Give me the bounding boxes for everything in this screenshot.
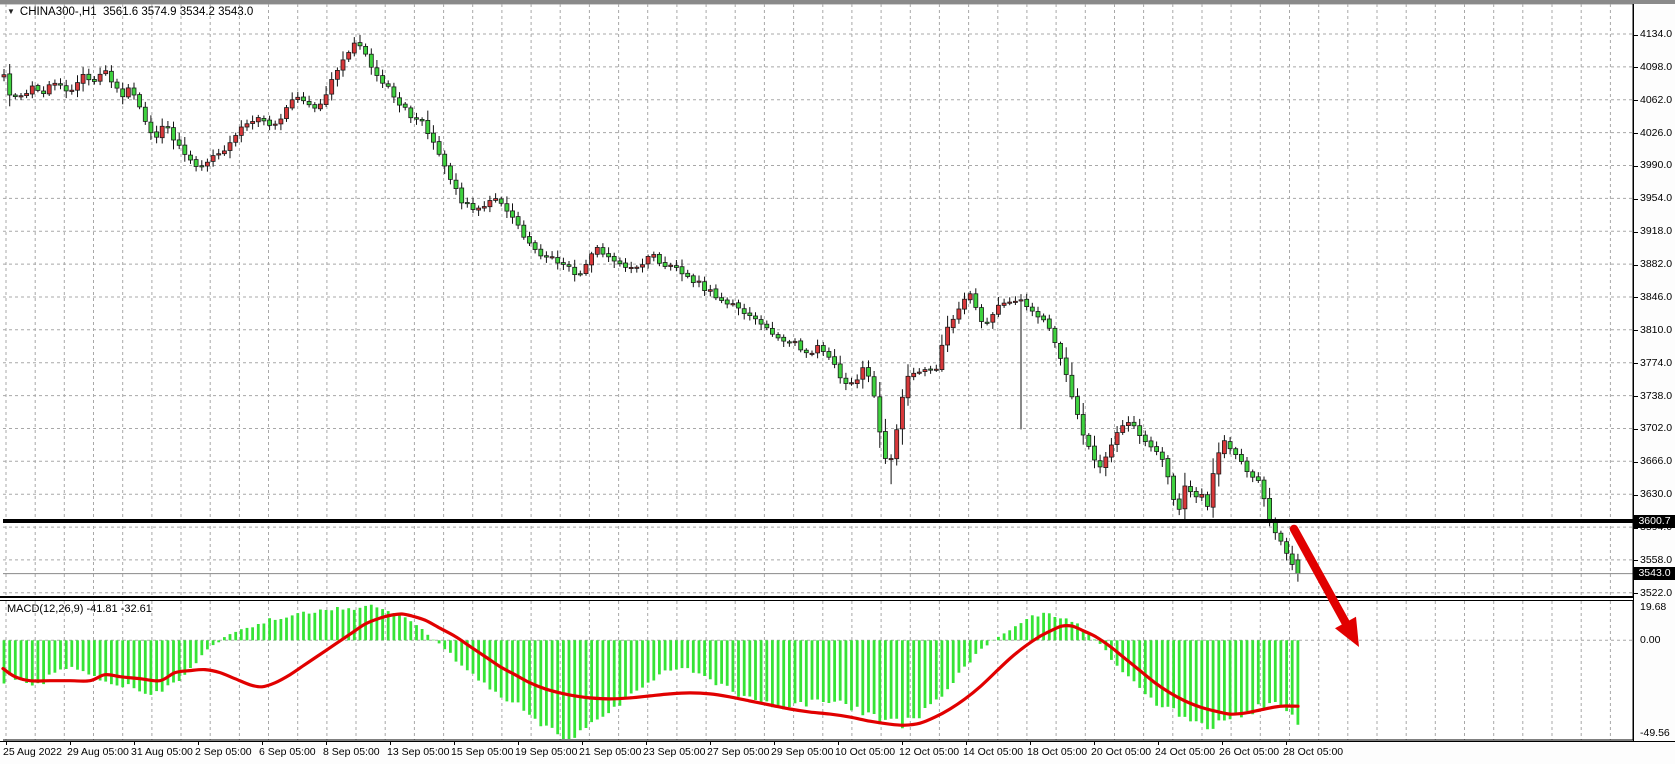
price-tickmark <box>1634 494 1638 496</box>
macd-histogram <box>2 604 1300 739</box>
price-tick-label: 3666.0 <box>1640 455 1673 468</box>
time-tickmark <box>1286 742 1287 745</box>
price-tick-label: 3810.0 <box>1640 323 1673 336</box>
time-tick-label: 14 Oct 05:00 <box>963 746 1024 758</box>
macd-indicator-label: MACD(12,26,9) -41.81 -32.61 <box>7 603 152 615</box>
time-tickmark <box>710 742 711 745</box>
time-tick-label: 29 Aug 05:00 <box>67 746 129 758</box>
time-tickmark <box>198 742 199 745</box>
time-tick-label: 27 Sep 05:00 <box>707 746 770 758</box>
panel-separator[interactable] <box>0 596 1633 601</box>
time-tick-label: 24 Oct 05:00 <box>1155 746 1216 758</box>
price-tickmark <box>1634 231 1638 233</box>
price-tickmark <box>1634 198 1638 200</box>
price-tickmark <box>1634 527 1638 529</box>
macd-tick-label: -49.56 <box>1640 727 1670 739</box>
price-axis[interactable]: 4134.0 4098.0 4062.0 4026.0 3990.0 3954.0 3918… <box>1633 4 1675 741</box>
time-tickmark <box>454 742 455 745</box>
support-line-price-badge: 3600.7 <box>1634 515 1675 528</box>
time-tickmark <box>390 742 391 745</box>
time-tick-label: 2 Sep 05:00 <box>195 746 252 758</box>
price-tick-label: 3558.0 <box>1640 553 1673 566</box>
time-tick-label: 21 Sep 05:00 <box>579 746 642 758</box>
price-tick-label: 3846.0 <box>1640 290 1673 303</box>
macd-tick-label: 0.00 <box>1640 634 1661 647</box>
price-tick-label: 4062.0 <box>1640 93 1673 106</box>
price-tick-label: 3774.0 <box>1640 356 1673 369</box>
current-price-badge: 3543.0 <box>1634 567 1675 580</box>
time-tickmark <box>1030 742 1031 745</box>
price-tickmark <box>1634 34 1638 36</box>
price-tickmark <box>1634 428 1638 430</box>
time-tickmark <box>6 742 7 745</box>
price-tickmark <box>1634 67 1638 69</box>
time-tick-label: 15 Sep 05:00 <box>451 746 514 758</box>
time-tick-label: 20 Oct 05:00 <box>1091 746 1152 758</box>
time-tickmark <box>646 742 647 745</box>
price-tickmark <box>1634 133 1638 135</box>
support-line <box>3 519 1633 523</box>
price-tick-label: 4134.0 <box>1640 28 1673 40</box>
time-tickmark <box>262 742 263 745</box>
time-tickmark <box>966 742 967 745</box>
price-tick-label: 3918.0 <box>1640 225 1673 238</box>
price-tick-label: 4026.0 <box>1640 126 1673 139</box>
time-tick-label: 10 Oct 05:00 <box>835 746 896 758</box>
time-tick-label: 31 Aug 05:00 <box>131 746 193 758</box>
price-tickmark <box>1634 100 1638 102</box>
price-tickmark <box>1634 330 1638 332</box>
time-tickmark <box>518 742 519 745</box>
time-tick-label: 19 Sep 05:00 <box>515 746 578 758</box>
time-tick-label: 12 Oct 05:00 <box>899 746 960 758</box>
time-tickmark <box>134 742 135 745</box>
macd-tick-label: 19.68 <box>1640 601 1667 613</box>
price-tickmark <box>1634 593 1638 595</box>
window-top-edge <box>0 0 1675 5</box>
price-tick-label: 3954.0 <box>1640 192 1673 205</box>
time-tick-label: 6 Sep 05:00 <box>259 746 316 758</box>
price-tickmark <box>1634 461 1638 463</box>
price-tick-label: 3882.0 <box>1640 258 1673 271</box>
price-tickmark <box>1634 165 1638 167</box>
time-tick-label: 29 Sep 05:00 <box>771 746 834 758</box>
price-tick-label: 3702.0 <box>1640 422 1673 435</box>
price-tick-label: 3990.0 <box>1640 159 1673 172</box>
candles-layer <box>1 34 1301 582</box>
price-tick-label: 4098.0 <box>1640 60 1673 73</box>
price-tick-label: 3738.0 <box>1640 389 1673 402</box>
price-tickmark <box>1634 363 1638 365</box>
time-tickmark <box>838 742 839 745</box>
time-tick-label: 28 Oct 05:00 <box>1283 746 1344 758</box>
price-tick-label: 3630.0 <box>1640 488 1673 501</box>
time-tickmark <box>1222 742 1223 745</box>
time-tickmark <box>582 742 583 745</box>
time-tick-label: 25 Aug 2022 <box>3 746 62 758</box>
price-tickmark <box>1634 264 1638 266</box>
price-tickmark <box>1634 560 1638 562</box>
chart-title: ▼ CHINA300-,H1 3561.6 3574.9 3534.2 3543.… <box>7 6 253 18</box>
price-tickmark <box>1634 297 1638 299</box>
symbol-dropdown-icon[interactable]: ▼ <box>7 7 15 16</box>
symbol-label: CHINA300-,H1 <box>19 6 97 18</box>
time-tick-label: 8 Sep 05:00 <box>323 746 380 758</box>
macd-signal-line <box>1 612 1300 727</box>
time-axis[interactable]: 25 Aug 2022 29 Aug 05:00 31 Aug 05:00 2 Sep… <box>0 741 1675 764</box>
time-tick-label: 13 Sep 05:00 <box>387 746 450 758</box>
ohlc-readout: 3561.6 3574.9 3534.2 3543.0 <box>103 6 254 18</box>
time-tickmark <box>70 742 71 745</box>
time-tick-label: 26 Oct 05:00 <box>1219 746 1280 758</box>
time-tickmark <box>326 742 327 745</box>
time-tickmark <box>1158 742 1159 745</box>
time-tickmark <box>902 742 903 745</box>
time-tick-label: 23 Sep 05:00 <box>643 746 706 758</box>
time-tickmark <box>1094 742 1095 745</box>
time-tickmark <box>774 742 775 745</box>
price-tickmark <box>1634 396 1638 398</box>
time-tick-label: 18 Oct 05:00 <box>1027 746 1088 758</box>
price-tick-label: 3522.0 <box>1640 586 1673 599</box>
